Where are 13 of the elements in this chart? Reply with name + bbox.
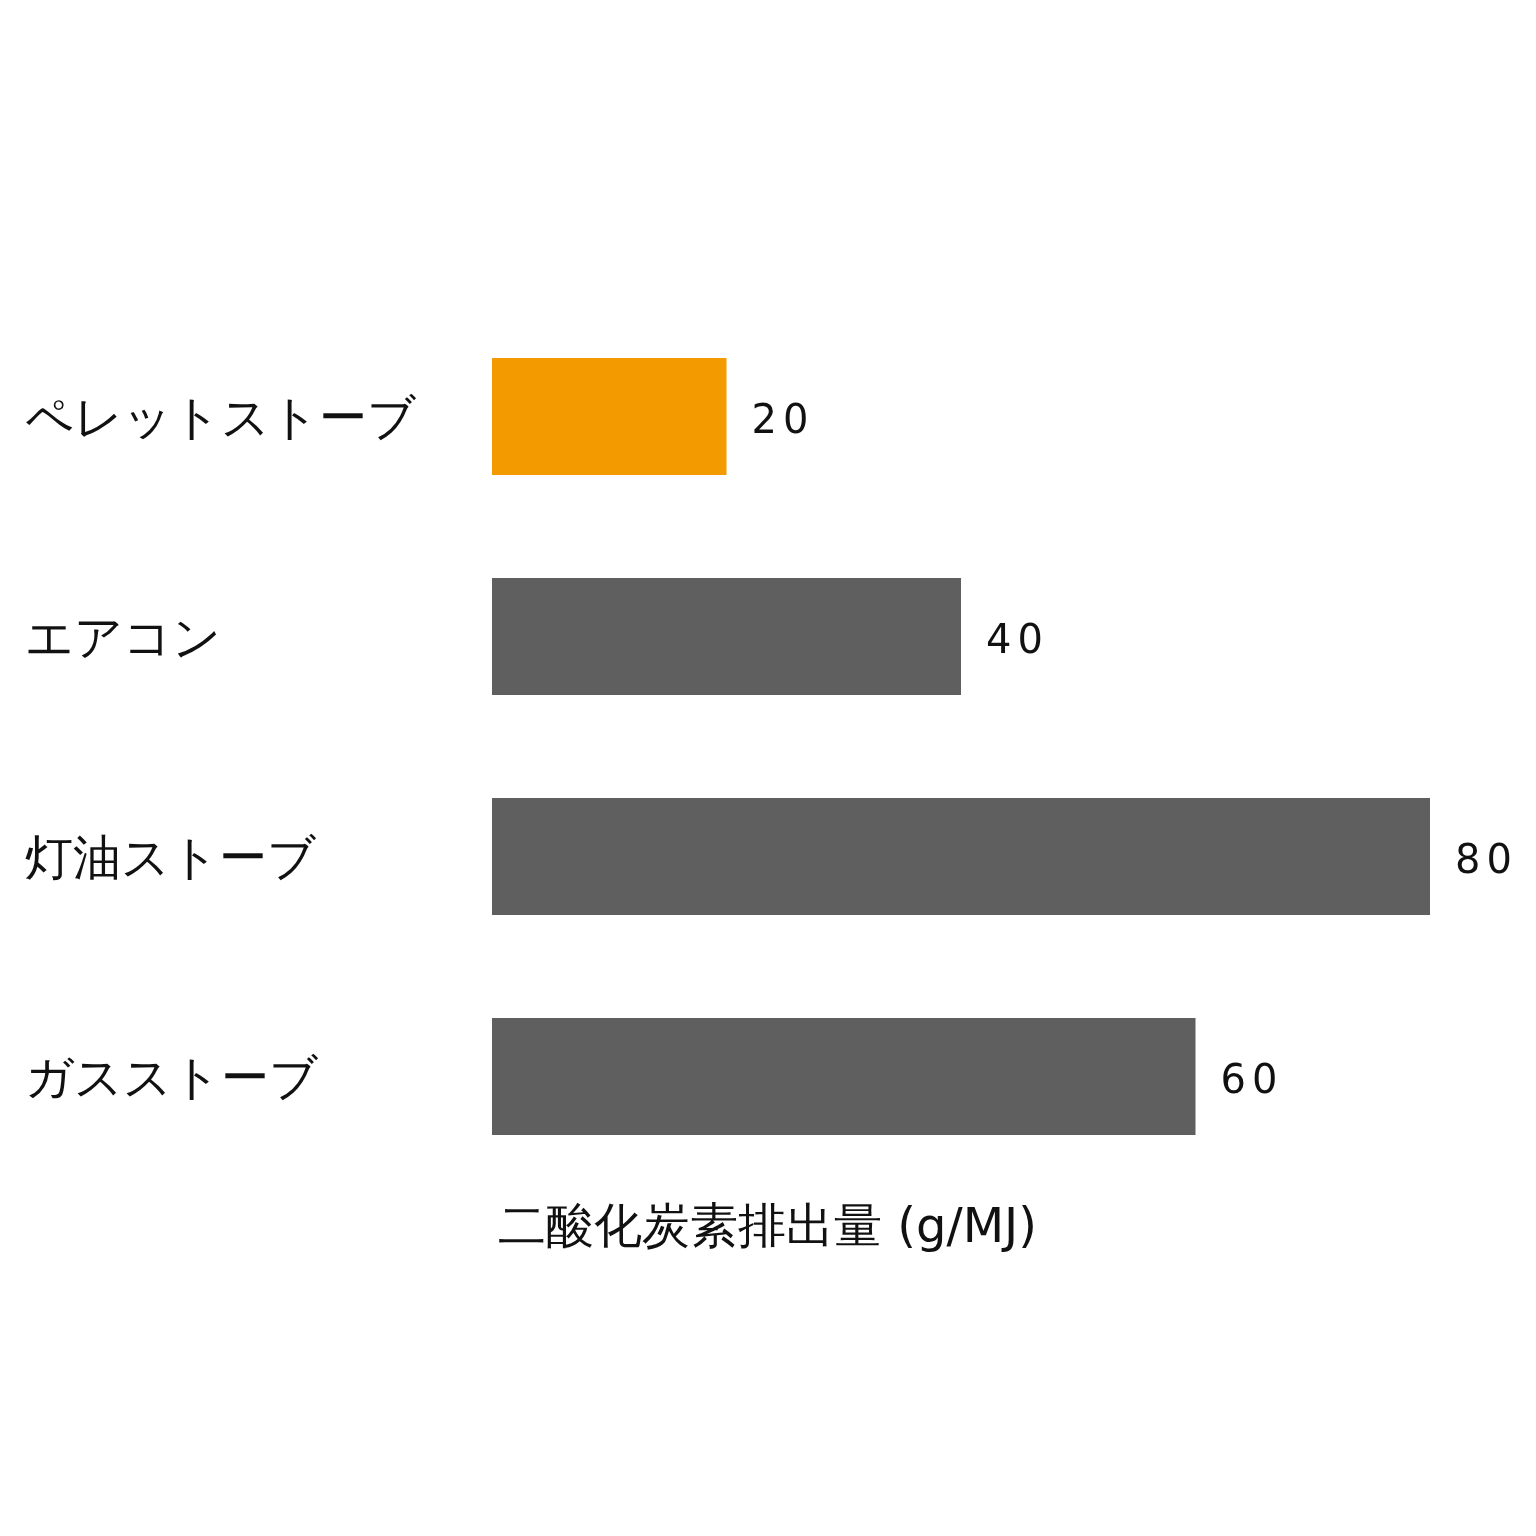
data-label: 20 — [751, 395, 815, 442]
bar — [492, 1018, 1196, 1135]
y-tick-label: ペレットストーブ — [25, 388, 417, 445]
data-label: 80 — [1455, 835, 1518, 882]
bar — [492, 798, 1430, 915]
y-tick-label: ガスストーブ — [25, 1048, 319, 1105]
data-label: 60 — [1220, 1055, 1284, 1102]
y-tick-label: エアコン — [25, 608, 221, 665]
bar — [492, 358, 727, 475]
x-axis-title: 二酸化炭素排出量 (g/MJ) — [498, 1197, 1037, 1253]
data-label: 40 — [986, 615, 1049, 662]
y-tick-label: 灯油ストーブ — [25, 828, 317, 885]
bar — [492, 578, 961, 695]
